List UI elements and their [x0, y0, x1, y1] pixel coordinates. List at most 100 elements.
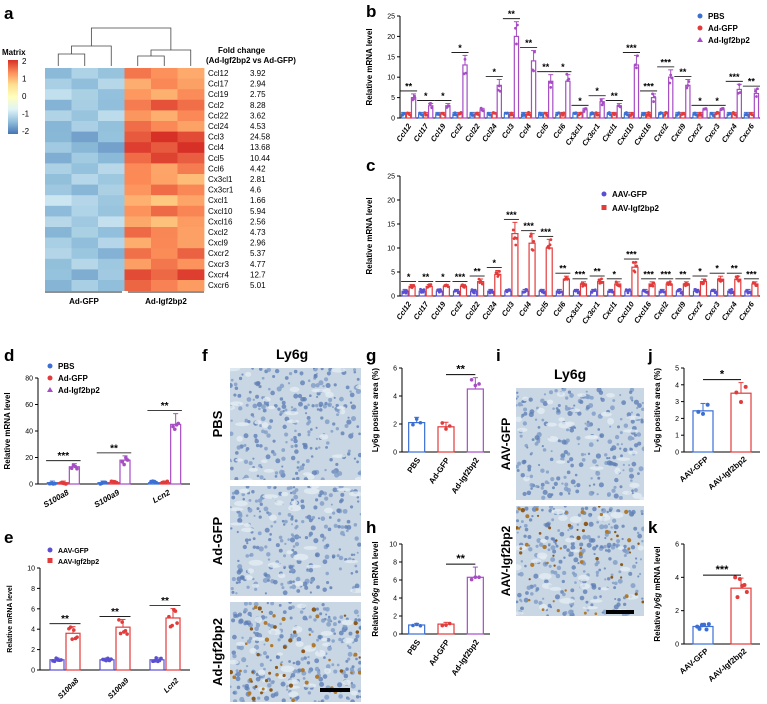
nucleus [322, 404, 328, 409]
nucleus [569, 427, 575, 433]
nucleus [607, 545, 611, 549]
nucleus [607, 548, 611, 553]
nucleus [571, 565, 576, 570]
ly6g-positive-cell [519, 551, 523, 555]
nucleus [269, 659, 272, 662]
heatmap-cell [45, 131, 72, 143]
nucleus [253, 631, 256, 634]
x-category-label-pbs: PBS [405, 455, 422, 474]
heatmap-cell [98, 163, 125, 175]
data-point [716, 111, 720, 114]
ly6g-positive-cell [599, 512, 604, 517]
sinusoid [637, 545, 644, 551]
nucleus [324, 468, 327, 472]
data-point [498, 89, 502, 93]
dendrogram-branch [137, 49, 192, 66]
nucleus [259, 502, 263, 506]
nucleus [309, 446, 313, 450]
nucleus [628, 467, 634, 473]
x-category-label-ccl12: Ccl12 [394, 121, 413, 143]
nucleus [243, 459, 249, 464]
nucleus [272, 452, 277, 456]
nucleus [637, 472, 640, 476]
nucleus [356, 551, 359, 554]
data-point [698, 111, 702, 115]
heatmap-cell [124, 152, 152, 164]
nucleus [349, 667, 355, 672]
nucleus [340, 525, 345, 529]
row-label-aav-igf2bp2: AAV-Igf2bp2 [499, 525, 513, 596]
ly6g-positive-cell [257, 606, 262, 611]
nucleus [279, 410, 284, 415]
nucleus [540, 486, 544, 490]
x-category-label-cxcr3: Cxcr3 [702, 121, 722, 144]
heatmap-cell [177, 227, 205, 238]
nucleus [239, 696, 245, 702]
nucleus [320, 368, 324, 371]
sinusoid [589, 466, 604, 471]
nucleus [336, 554, 340, 558]
nucleus [638, 466, 644, 472]
nucleus [616, 425, 621, 429]
heatmap-cell [98, 184, 125, 196]
nucleus [238, 580, 241, 584]
sinusoid [286, 550, 293, 555]
sinusoid [610, 511, 624, 519]
data-point [444, 427, 448, 431]
heatmap-cell [98, 89, 125, 101]
legend-label-ad-gfp: Ad-GFP [708, 24, 738, 33]
nucleus [347, 416, 350, 419]
sinusoid [614, 467, 621, 475]
ly6g-positive-cell [552, 600, 555, 603]
x-category-label-ccl17: Ccl17 [411, 299, 430, 321]
nucleus [349, 505, 354, 509]
nucleus [347, 657, 351, 661]
nucleus [343, 673, 349, 679]
nucleus [596, 388, 602, 393]
nucleus [541, 444, 544, 448]
sinusoid [538, 573, 552, 580]
heatmap-cell [71, 89, 99, 101]
nucleus [347, 449, 351, 453]
nucleus [522, 421, 528, 426]
nucleus [536, 538, 542, 543]
data-point [481, 109, 485, 113]
nucleus [590, 603, 594, 607]
nucleus [604, 537, 607, 540]
nucleus [244, 683, 249, 688]
data-point [425, 113, 429, 117]
nucleus [320, 416, 324, 420]
nucleus [282, 409, 285, 413]
heatmap-cell [98, 227, 125, 238]
nucleus [302, 397, 307, 402]
nucleus [516, 469, 520, 472]
nucleus [327, 615, 331, 619]
nucleus [307, 656, 310, 659]
nucleus [533, 584, 537, 588]
significance-marker: *** [643, 269, 654, 279]
x-category-label-ccl24: Ccl24 [480, 121, 499, 143]
x-category-label-cxcl16: Cxcl16 [632, 121, 654, 147]
ly6g-positive-cell [583, 611, 587, 615]
data-point [703, 278, 707, 282]
data-point [529, 232, 533, 236]
sinusoid [619, 566, 631, 572]
data-point [593, 288, 597, 292]
data-point [705, 402, 710, 407]
ly6g-positive-cell [250, 680, 253, 683]
nucleus [323, 491, 327, 496]
data-point [631, 112, 634, 115]
sinusoid [236, 641, 245, 647]
ly6g-positive-cell [604, 529, 609, 534]
nucleus [335, 403, 339, 408]
nucleus [241, 636, 244, 639]
nucleus [534, 418, 538, 421]
legend-colorbar [8, 60, 18, 134]
nucleus [350, 683, 356, 689]
nucleus [590, 477, 593, 480]
heatmap-cell [124, 142, 152, 154]
ly6g-positive-cell [311, 643, 316, 648]
nucleus [561, 388, 564, 390]
heatmap-cell [71, 205, 99, 217]
nucleus [335, 427, 340, 431]
